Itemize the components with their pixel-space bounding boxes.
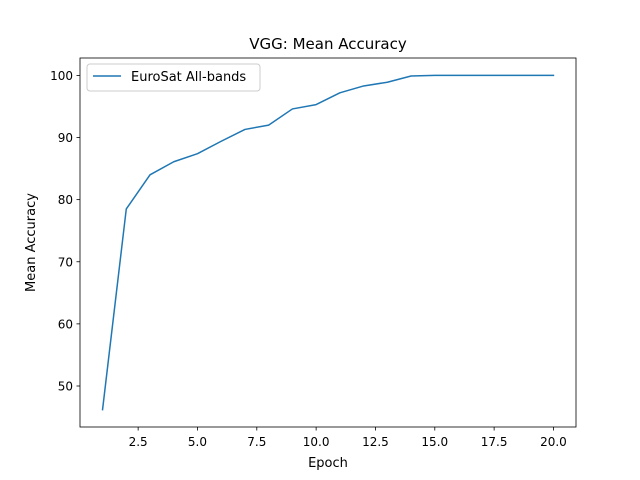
y-tick-label: 50	[58, 380, 73, 394]
x-tick-label: 2.5	[129, 435, 148, 449]
y-tick-label: 90	[58, 131, 73, 145]
series-line	[101, 74, 555, 411]
x-tick-label: 12.5	[362, 435, 389, 449]
legend: EuroSat All-bands	[86, 63, 261, 92]
y-tick-label: 100	[50, 69, 73, 83]
plot-area	[80, 58, 576, 427]
y-tick-label: 80	[58, 193, 73, 207]
series-layer	[101, 74, 555, 411]
legend-box	[86, 63, 261, 92]
chart-title: VGG: Mean Accuracy	[249, 35, 407, 53]
x-tick-label: 10.0	[303, 435, 330, 449]
y-tick-label: 70	[58, 255, 73, 269]
x-tick-label: 5.0	[188, 435, 207, 449]
x-axis-label: Epoch	[308, 456, 348, 471]
x-axis-ticks: 2.5 5.0 7.5 10.0 12.5 15.0 17.5 20.0	[129, 427, 567, 449]
x-tick-label: 17.5	[481, 435, 508, 449]
x-tick-label: 15.0	[421, 435, 448, 449]
y-tick-label: 60	[58, 317, 73, 331]
y-axis-ticks: 50 60 70 80 90 100	[50, 69, 80, 394]
y-axis-label: Mean Accuracy	[24, 193, 39, 292]
plot-frame	[79, 57, 577, 428]
x-tick-label: 20.0	[540, 435, 567, 449]
x-tick-label: 7.5	[247, 435, 266, 449]
legend-label: EuroSat All-bands	[131, 70, 246, 85]
